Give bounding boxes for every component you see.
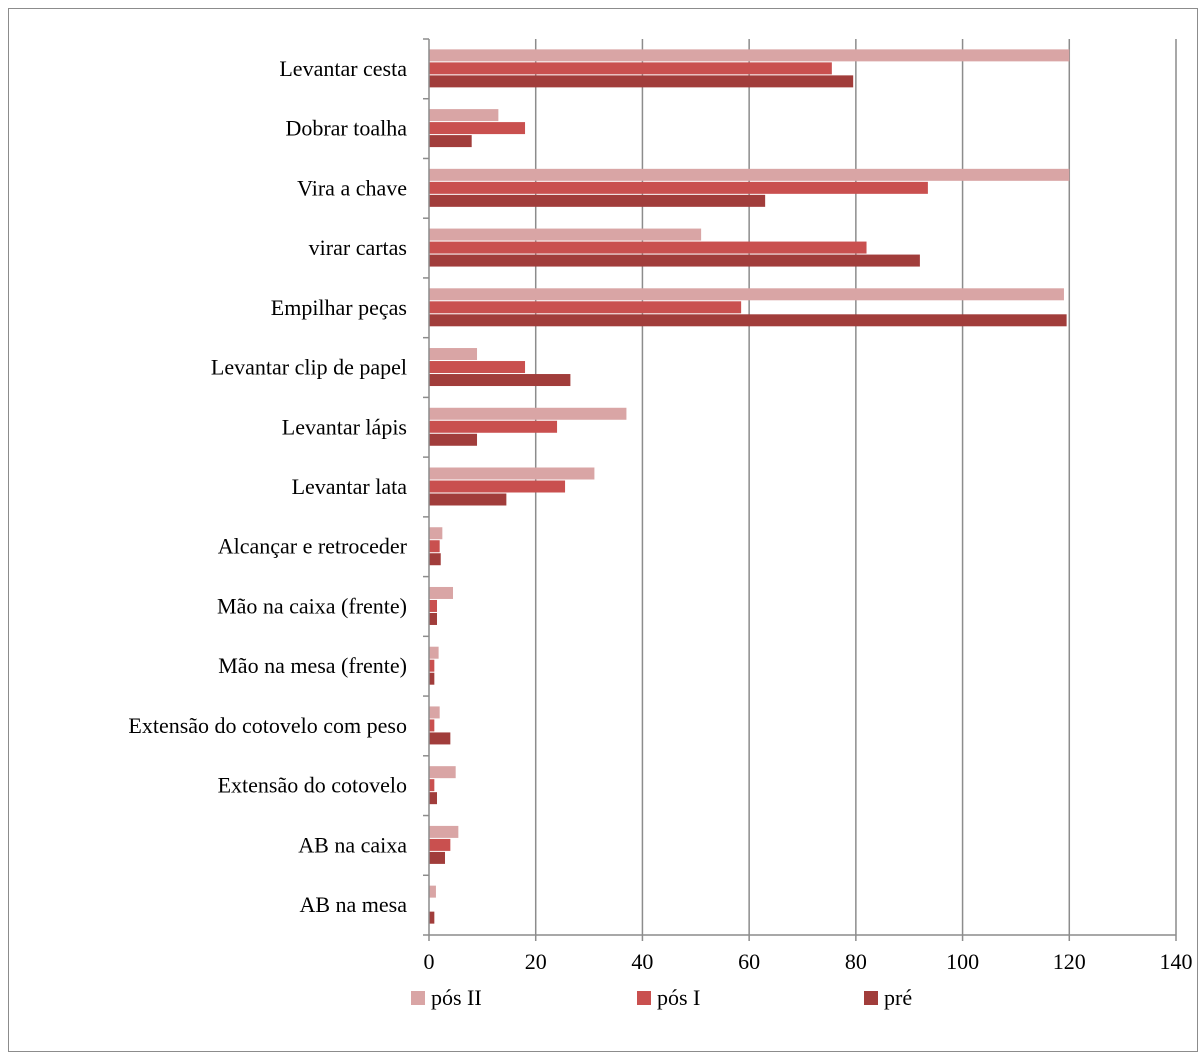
bar — [429, 109, 499, 122]
bar — [429, 480, 566, 493]
bar — [429, 779, 435, 792]
bar — [429, 407, 627, 420]
bar — [429, 194, 766, 207]
x-tick-label: 80 — [845, 949, 867, 974]
legend: pós II pós I pré — [411, 985, 912, 1010]
category-label: AB na mesa — [299, 892, 407, 917]
bar — [429, 314, 1067, 327]
bar — [429, 301, 742, 314]
bar — [429, 659, 435, 672]
x-tick-label: 20 — [525, 949, 547, 974]
bar — [429, 433, 478, 446]
legend-swatch — [637, 991, 651, 1005]
bar — [429, 62, 832, 75]
category-label: Extensão do cotovelo com peso — [128, 713, 407, 738]
category-label: Empilhar peças — [271, 295, 407, 320]
bar — [429, 420, 558, 433]
bar — [429, 374, 571, 387]
bar — [429, 732, 451, 745]
bar — [429, 135, 472, 148]
bar — [429, 851, 446, 864]
bar — [429, 646, 439, 659]
bar — [429, 467, 595, 480]
chart-frame: Levantar cesta Dobrar toalha Vira a chave v… — [8, 8, 1198, 1052]
legend-label: pós I — [657, 985, 700, 1010]
bar — [429, 288, 1064, 301]
bar — [429, 361, 526, 374]
legend-swatch — [411, 991, 425, 1005]
bar — [429, 122, 526, 135]
category-labels: Levantar cesta Dobrar toalha Vira a chave v… — [128, 56, 407, 917]
category-label: virar cartas — [309, 235, 407, 260]
x-tick-label: 40 — [631, 949, 653, 974]
category-label: Vira a chave — [297, 175, 407, 200]
legend-swatch — [864, 991, 878, 1005]
bar — [429, 75, 854, 88]
x-tick-label: 120 — [1053, 949, 1086, 974]
category-label: AB na caixa — [298, 832, 407, 857]
x-tick-label: 0 — [424, 949, 435, 974]
legend-label: pós II — [431, 985, 482, 1010]
bar — [429, 553, 441, 566]
bar — [429, 540, 440, 553]
x-tick-label: 60 — [738, 949, 760, 974]
legend-label: pré — [884, 985, 912, 1010]
bar — [429, 241, 867, 254]
category-label: Extensão do cotovelo — [218, 773, 407, 798]
bar-chart: Levantar cesta Dobrar toalha Vira a chave v… — [128, 38, 1193, 1010]
bar — [429, 672, 435, 685]
category-label: Dobrar toalha — [285, 116, 407, 141]
bar — [429, 838, 451, 851]
bar — [429, 599, 438, 612]
bar — [429, 825, 459, 838]
bar — [429, 792, 438, 805]
bar — [429, 493, 507, 506]
bar — [429, 228, 702, 241]
x-tick-labels: 0 20 40 60 80 100 120 140 — [424, 949, 1193, 974]
bar — [429, 348, 478, 361]
bar — [429, 586, 454, 599]
bar — [429, 885, 436, 898]
bar — [429, 719, 435, 732]
bars — [429, 49, 1070, 924]
bar — [429, 766, 456, 779]
x-tick-label: 100 — [946, 949, 979, 974]
category-label: Mão na caixa (frente) — [217, 593, 407, 618]
category-label: Levantar lata — [292, 474, 408, 499]
axes — [423, 38, 1177, 941]
bar — [429, 911, 435, 924]
category-label: Levantar cesta — [279, 56, 407, 81]
bar — [429, 168, 1070, 181]
bar — [429, 254, 920, 267]
bar — [429, 706, 440, 719]
category-label: Mão na mesa (frente) — [218, 653, 407, 678]
bar — [429, 181, 928, 194]
bar — [429, 612, 438, 625]
category-label: Levantar clip de papel — [211, 355, 407, 380]
category-label: Levantar lápis — [282, 414, 407, 439]
category-label: Alcançar e retroceder — [218, 534, 408, 559]
bar — [429, 527, 443, 540]
bar — [429, 49, 1070, 62]
x-tick-label: 140 — [1160, 949, 1193, 974]
